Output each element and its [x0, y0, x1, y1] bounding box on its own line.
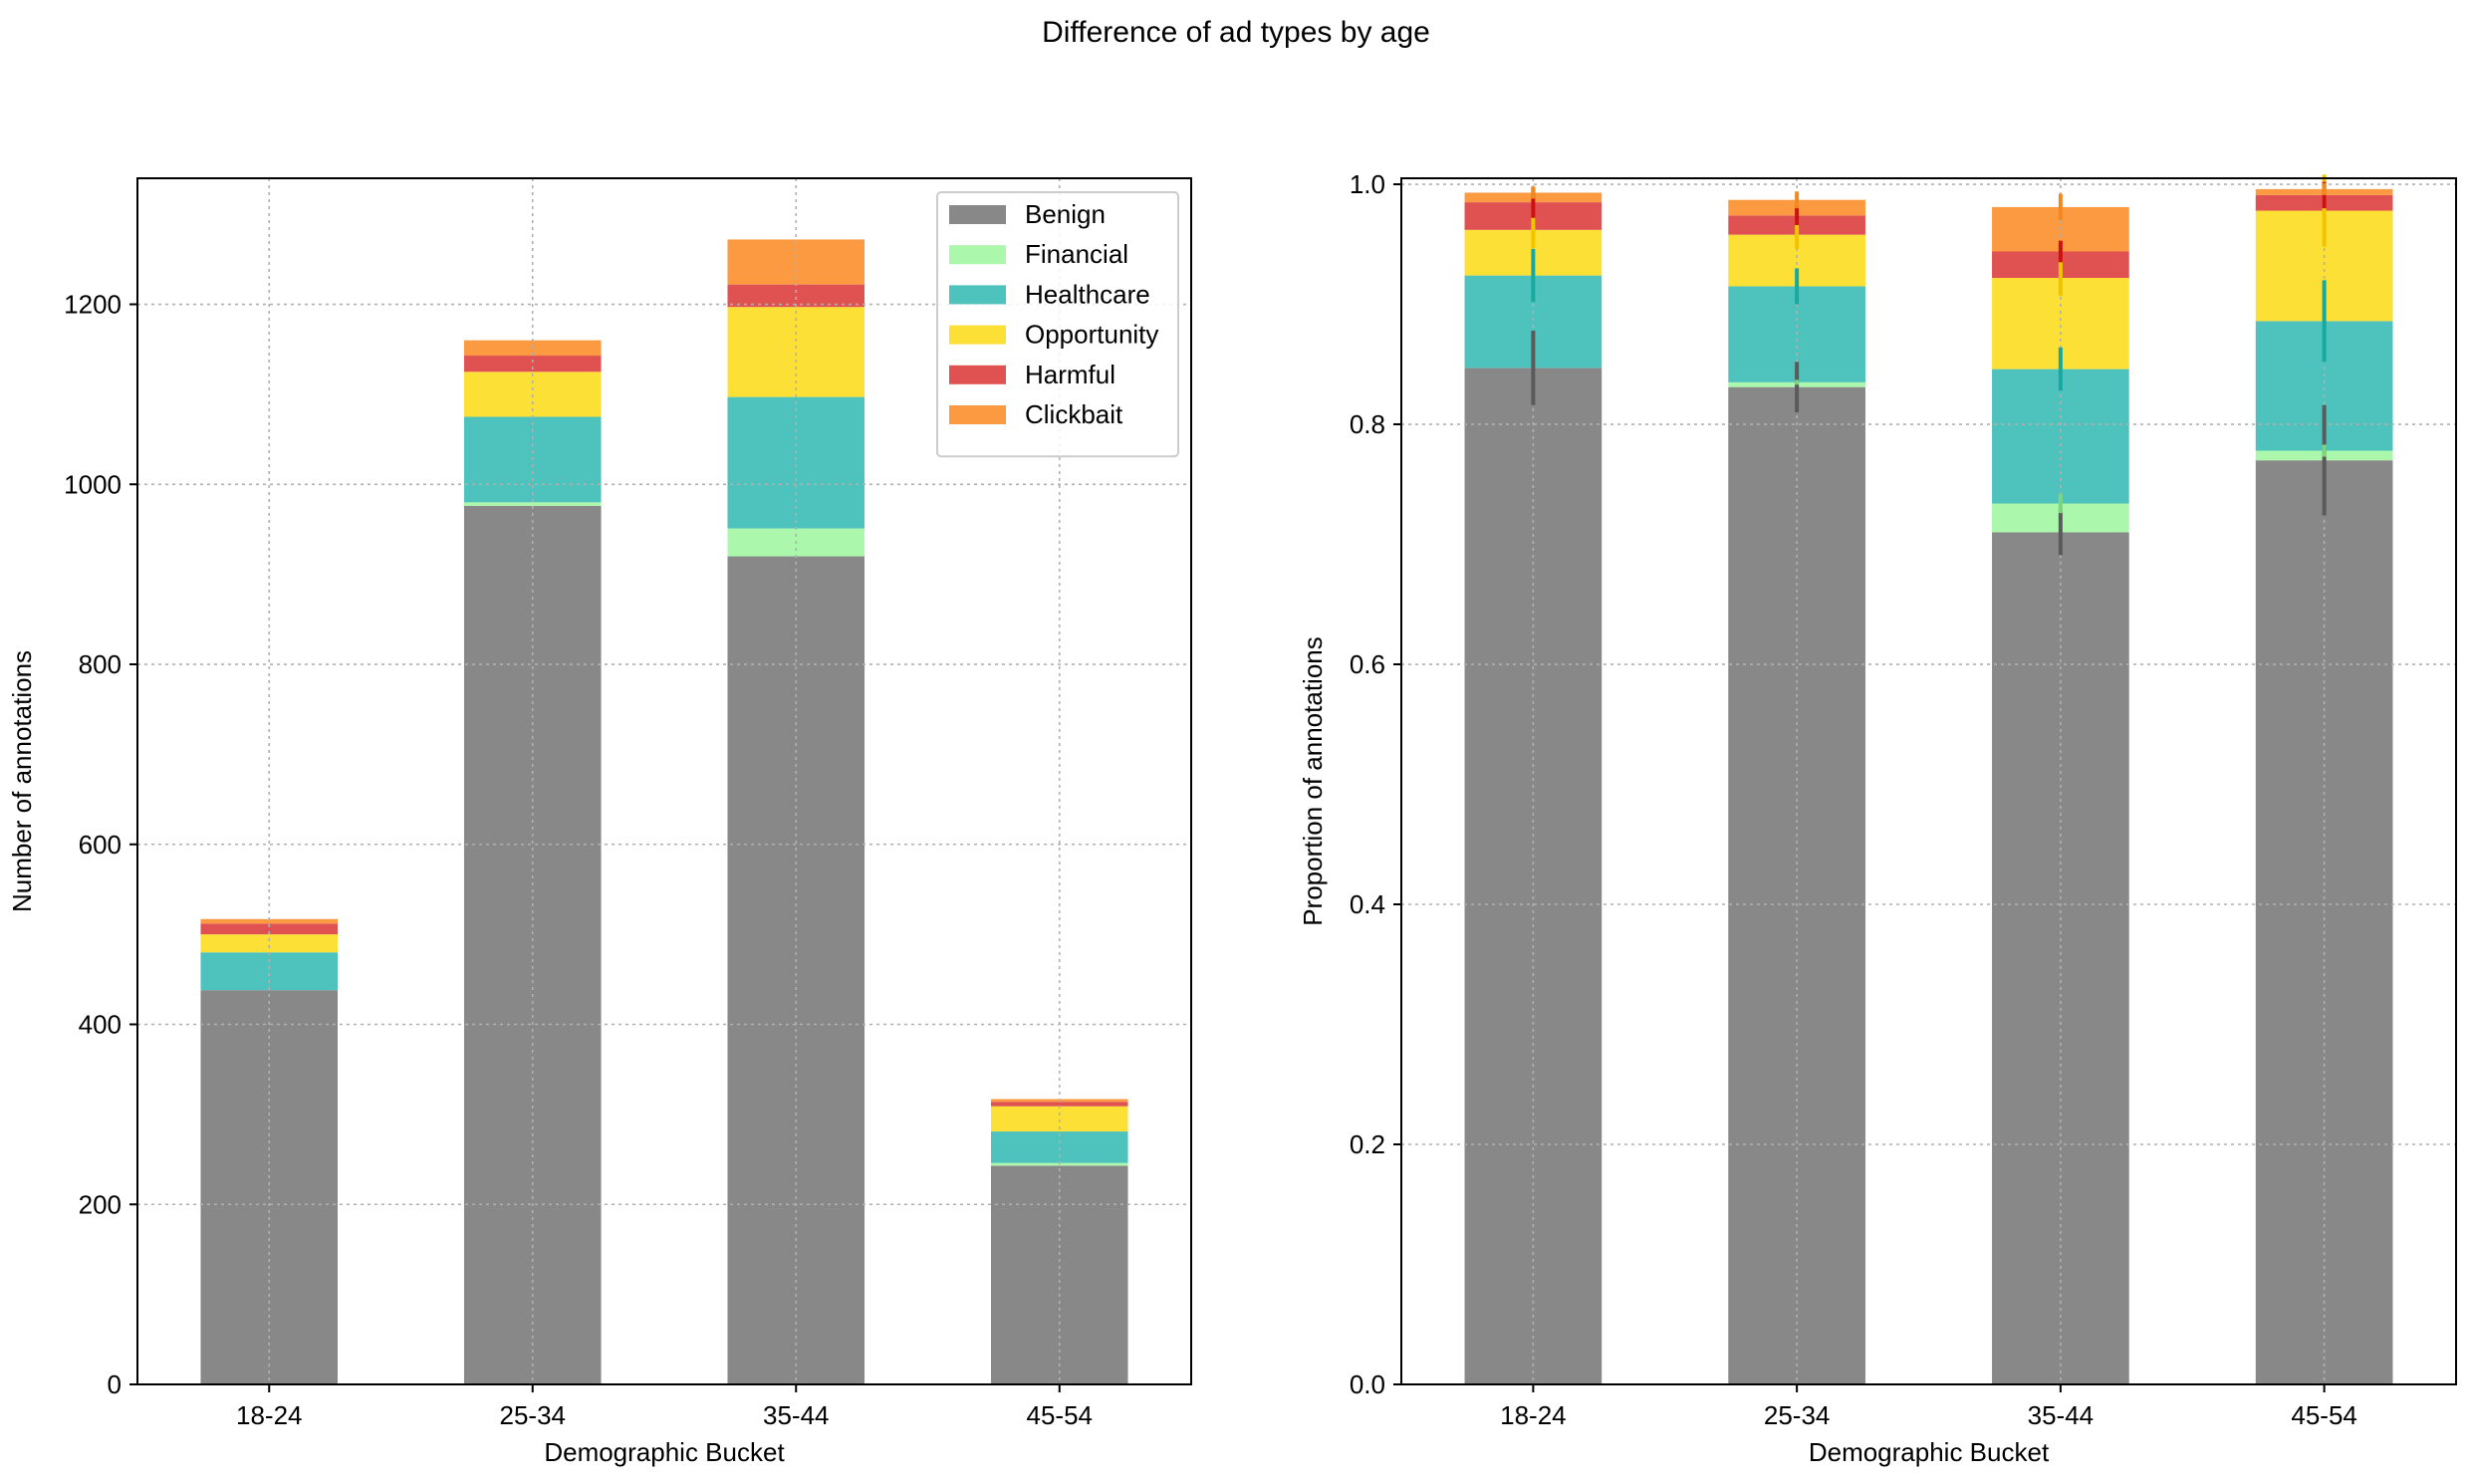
y-tick-label: 0.2 [1350, 1129, 1385, 1159]
axes-frame [136, 177, 1192, 1385]
legend-swatch-financial [949, 245, 1006, 265]
bar-benign-45-54 [2255, 460, 2393, 1384]
y-axis: 0.0 0.2 0.4 0.6 0.8 1.0 [1350, 169, 1401, 1399]
legend-swatch-opportunity [949, 325, 1006, 345]
x-axis-label: Demographic Bucket [544, 1437, 785, 1467]
legend-label-financial: Financial [1025, 239, 1128, 269]
y-tick-label: 0 [108, 1369, 122, 1399]
legend-label-harmful: Harmful [1025, 360, 1115, 389]
x-tick-label: 25-34 [1764, 1400, 1831, 1430]
bar-healthcare-45-54 [990, 1131, 1128, 1163]
legend-label-opportunity: Opportunity [1025, 320, 1158, 350]
proportion-chart-panel: 0.0 0.2 0.4 0.6 0.8 1.0 18-24 25-34 35-44 45-54 De… [1298, 169, 2457, 1467]
x-tick-label: 35-44 [2028, 1400, 2095, 1430]
x-axis: 18-24 25-34 35-44 45-54 [236, 1384, 1093, 1430]
bar-harmful-18-24 [200, 923, 339, 935]
legend-swatch-harmful [949, 365, 1006, 384]
y-tick-label: 0.6 [1350, 649, 1385, 679]
x-axis-label: Demographic Bucket [1809, 1437, 2050, 1467]
y-tick-label: 0.4 [1350, 889, 1385, 919]
x-axis: 18-24 25-34 35-44 45-54 [1500, 1384, 2357, 1430]
y-tick-label: 600 [79, 830, 122, 860]
x-tick-label: 35-44 [763, 1400, 830, 1430]
y-axis: 0 200 400 600 800 1000 1200 [64, 290, 137, 1399]
x-tick-label: 18-24 [236, 1400, 303, 1430]
bar-harmful-25-34 [463, 356, 602, 372]
y-tick-label: 400 [79, 1010, 122, 1040]
bar-financial-25-34 [463, 502, 602, 506]
y-tick-label: 1.0 [1350, 169, 1385, 199]
bar-benign-18-24 [200, 990, 339, 1384]
axes-frame [1400, 177, 2457, 1385]
y-tick-label: 0.8 [1350, 409, 1385, 439]
legend-swatch-clickbait [949, 405, 1006, 424]
x-tick-label: 45-54 [1027, 1400, 1094, 1430]
bar-clickbait-18-24 [200, 918, 339, 924]
y-tick-label: 800 [79, 649, 122, 679]
legend-swatch-benign [949, 205, 1006, 224]
y-tick-label: 1200 [64, 290, 122, 320]
y-tick-label: 0.0 [1350, 1369, 1385, 1399]
bar-healthcare-18-24 [200, 952, 339, 991]
legend-label-benign: Benign [1025, 199, 1106, 229]
bar-financial-45-54 [990, 1162, 1128, 1166]
legend-label-clickbait: Clickbait [1025, 399, 1123, 429]
figure-title: Difference of ad types by age [1042, 16, 1430, 49]
bar-benign-25-34 [463, 505, 602, 1384]
legend-swatch-healthcare [949, 285, 1006, 305]
y-tick-label: 1000 [64, 469, 122, 499]
y-tick-label: 200 [79, 1189, 122, 1219]
legend-label-healthcare: Healthcare [1025, 279, 1150, 309]
legend: Benign Financial Healthcare Opportunity Harm… [936, 191, 1179, 458]
x-tick-label: 25-34 [500, 1400, 567, 1430]
bar-harmful-35-44 [727, 284, 866, 308]
y-axis-label: Number of annotations [7, 650, 37, 912]
grid [137, 178, 1191, 1385]
count-chart-panel: 0 200 400 600 800 1000 1200 18-24 25-34 35-44 45-5… [7, 177, 1192, 1467]
error-bars [1531, 174, 2327, 556]
bar-opportunity-18-24 [200, 934, 339, 953]
bar-harmful-45-54 [990, 1102, 1128, 1107]
bars [1464, 188, 2393, 1385]
x-tick-label: 45-54 [2291, 1400, 2357, 1430]
y-axis-label: Proportion of annotations [1298, 636, 1328, 926]
x-tick-label: 18-24 [1500, 1400, 1567, 1430]
